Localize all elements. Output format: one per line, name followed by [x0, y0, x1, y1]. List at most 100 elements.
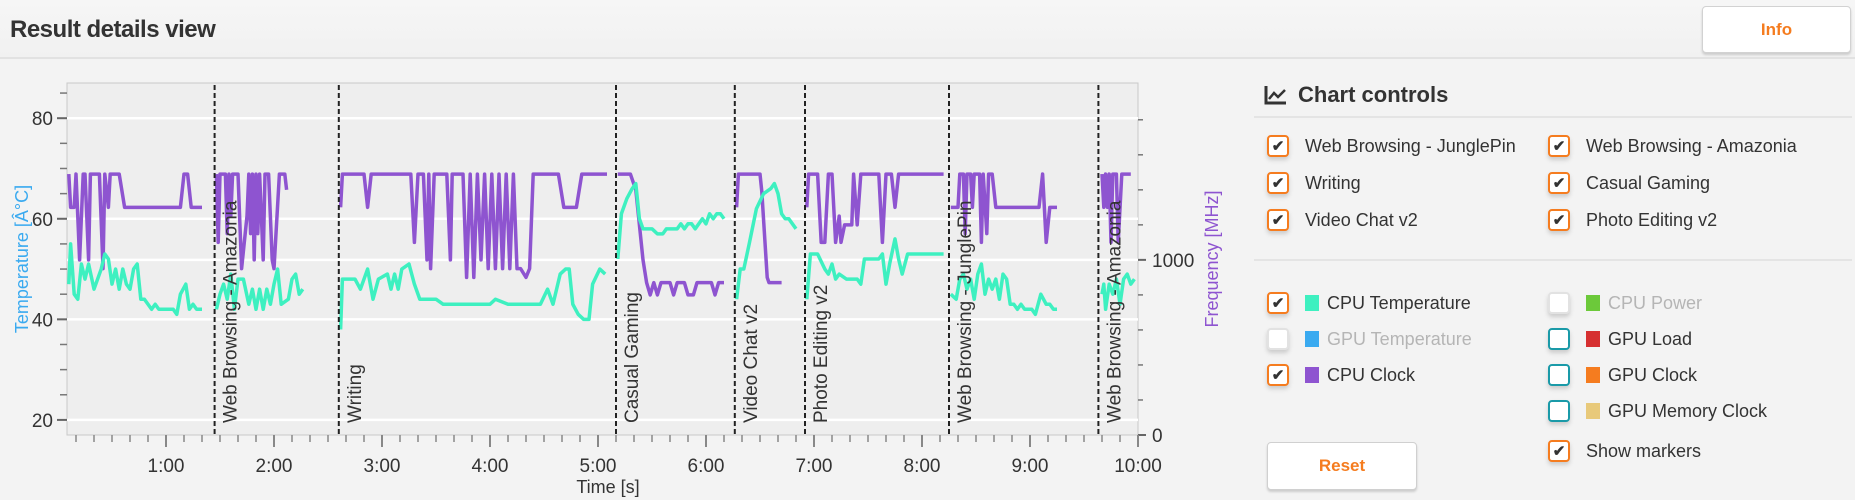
checkbox[interactable]: ✔: [1267, 292, 1289, 314]
workload-checkbox[interactable]: ✔ Web Browsing - JunglePin: [1267, 135, 1516, 157]
chart-controls-title: Chart controls: [1264, 82, 1448, 108]
checkbox[interactable]: [1548, 364, 1570, 386]
y-tick-label: 40: [32, 310, 53, 331]
workload-label: Photo Editing v2: [1586, 209, 1718, 230]
metric-label: CPU Clock: [1327, 364, 1416, 385]
workload-checkbox[interactable]: ✔ Writing: [1267, 172, 1361, 194]
color-swatch: [1586, 367, 1600, 383]
x-tick-label: 6:00: [688, 456, 725, 477]
series-line-cpu-temperature: [805, 237, 944, 300]
color-swatch: [1586, 403, 1600, 419]
series-line-cpu-clock: [617, 172, 724, 297]
workload-checkbox[interactable]: ✔ Web Browsing - Amazonia: [1548, 135, 1797, 157]
series-line-cpu-clock: [950, 172, 1057, 245]
series-line-cpu-clock: [67, 172, 202, 271]
chart-controls-panel: Chart controls ✔ Web Browsing - JunglePin…: [1254, 60, 1855, 500]
color-swatch: [1305, 331, 1319, 347]
checkbox[interactable]: ✔: [1267, 135, 1289, 157]
checkbox[interactable]: ✔: [1267, 209, 1289, 231]
y-tick-label: 20: [32, 411, 53, 432]
workload-marker-label: Writing: [345, 364, 366, 423]
workload-marker-label: Photo Editing v2: [811, 285, 832, 423]
metric-label: CPU Temperature: [1327, 292, 1471, 313]
series-line-cpu-clock: [805, 172, 944, 245]
show-markers-checkbox[interactable]: ✔ Show markers: [1548, 440, 1701, 462]
checkbox[interactable]: [1548, 400, 1570, 422]
workload-checkbox[interactable]: ✔ Photo Editing v2: [1548, 209, 1717, 231]
metric-checkbox[interactable]: GPU Load: [1548, 328, 1692, 350]
series-line-cpu-temperature: [338, 262, 607, 330]
workload-marker-label: Casual Gaming: [622, 292, 643, 423]
checkbox[interactable]: ✔: [1267, 364, 1289, 386]
color-swatch: [1305, 295, 1319, 311]
line-chart-icon: [1264, 86, 1286, 105]
metric-checkbox[interactable]: ✔ CPU Temperature: [1267, 292, 1471, 314]
x-tick-label: 7:00: [796, 456, 833, 477]
workload-marker-label: Web Browsing - JunglePin: [955, 201, 976, 423]
y-tick-label: 60: [32, 210, 53, 231]
series-line-cpu-temperature: [214, 267, 305, 312]
chart-controls-label: Chart controls: [1298, 82, 1449, 107]
workload-label: Web Browsing - JunglePin: [1305, 135, 1516, 156]
chart: 20 40 60 80 0 1000 1:00 2:00 3:00 4:00 5:00 6:00 7:0…: [12, 82, 1222, 497]
metric-label: GPU Memory Clock: [1608, 400, 1768, 421]
x-tick-label: 2:00: [256, 456, 293, 477]
x-tick-label: 10:00: [1114, 456, 1162, 477]
metric-checkbox[interactable]: CPU Power: [1548, 292, 1702, 314]
x-tick-label: 3:00: [364, 456, 401, 477]
metric-label: GPU Clock: [1608, 364, 1698, 385]
y2-tick-label: 1000: [1152, 251, 1194, 272]
show-markers-label: Show markers: [1586, 440, 1702, 461]
checkbox[interactable]: [1267, 328, 1289, 350]
info-button[interactable]: Info: [1702, 6, 1851, 53]
metric-label: GPU Load: [1608, 328, 1693, 349]
checkbox[interactable]: ✔: [1548, 440, 1570, 462]
workload-marker-label: Web Browsing - Amazonia: [1104, 200, 1125, 423]
checkbox[interactable]: [1548, 292, 1570, 314]
metric-checkbox[interactable]: GPU Temperature: [1267, 328, 1472, 350]
series-line-cpu-temperature: [949, 262, 1057, 317]
divider: [1254, 116, 1852, 118]
series-line-cpu-temperature: [1100, 272, 1136, 312]
series-line-cpu-clock: [1100, 172, 1131, 245]
metric-label: GPU Temperature: [1327, 328, 1472, 349]
series-line-cpu-clock: [338, 172, 607, 280]
x-tick-label: 9:00: [1012, 456, 1049, 477]
metric-checkbox[interactable]: ✔ CPU Clock: [1267, 364, 1415, 386]
reset-button[interactable]: Reset: [1267, 442, 1417, 490]
checkbox[interactable]: ✔: [1548, 172, 1570, 194]
metric-label: CPU Power: [1608, 292, 1703, 313]
workload-label: Writing: [1305, 172, 1361, 193]
y-axis-label: Temperature [Â°C]: [12, 185, 32, 333]
y2-tick-label: 0: [1152, 426, 1163, 447]
workload-label: Casual Gaming: [1586, 172, 1711, 193]
workload-marker-label: Video Chat v2: [741, 304, 762, 423]
checkbox[interactable]: ✔: [1267, 172, 1289, 194]
workload-label: Web Browsing - Amazonia: [1586, 135, 1797, 156]
checkbox[interactable]: ✔: [1548, 135, 1570, 157]
x-tick-label: 4:00: [472, 456, 509, 477]
x-tick-label: 5:00: [580, 456, 617, 477]
divider: [1254, 259, 1852, 261]
workload-checkbox[interactable]: ✔ Casual Gaming: [1548, 172, 1710, 194]
metric-checkbox[interactable]: GPU Clock: [1548, 364, 1697, 386]
header: Result details view Info: [0, 0, 1855, 59]
x-tick-label: 8:00: [904, 456, 941, 477]
color-swatch: [1586, 295, 1600, 311]
color-swatch: [1586, 331, 1600, 347]
y-tick-label: 80: [32, 109, 53, 130]
page-title: Result details view: [10, 16, 216, 43]
metric-checkbox[interactable]: GPU Memory Clock: [1548, 400, 1767, 422]
checkbox[interactable]: [1548, 328, 1570, 350]
y2-axis-label: Frequency [MHz]: [1202, 190, 1222, 327]
series-line-cpu-clock: [214, 172, 289, 271]
series-line-cpu-temperature: [734, 181, 798, 300]
series-line-cpu-temperature: [616, 181, 726, 260]
series-line-cpu-clock: [734, 172, 782, 285]
color-swatch: [1305, 367, 1319, 383]
workload-label: Video Chat v2: [1305, 209, 1418, 230]
x-axis-label: Time [s]: [576, 477, 639, 497]
checkbox[interactable]: ✔: [1548, 209, 1570, 231]
x-tick-label: 1:00: [148, 456, 185, 477]
workload-checkbox[interactable]: ✔ Video Chat v2: [1267, 209, 1418, 231]
